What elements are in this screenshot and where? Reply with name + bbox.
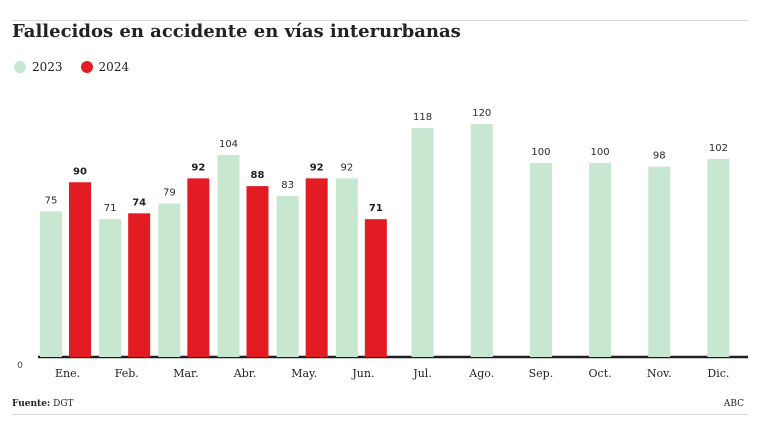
- x-tick-label: Ago.: [468, 367, 494, 380]
- bar-2023: [648, 166, 671, 357]
- bar-2023: [707, 158, 730, 357]
- bar-2024: [364, 219, 387, 357]
- bar-2023: [99, 219, 122, 357]
- data-label-2023: 104: [219, 139, 238, 150]
- y-tick-label: 0: [17, 361, 23, 371]
- bar-2023: [217, 155, 240, 357]
- bar-2023: [589, 162, 612, 357]
- x-tick-label: Oct.: [589, 367, 612, 380]
- data-label-2023: 118: [413, 112, 432, 123]
- brand-name: ABC: [723, 399, 744, 409]
- x-tick-label: Sep.: [529, 367, 554, 380]
- source-note: Fuente: DGT: [12, 399, 74, 409]
- data-label-2023: 71: [104, 203, 117, 214]
- data-label-2023: 98: [653, 151, 666, 162]
- data-label-2023: 75: [45, 195, 58, 206]
- data-label-2023: 100: [531, 147, 550, 158]
- x-tick-label: Jul.: [412, 367, 432, 380]
- x-tick-label: Ene.: [55, 367, 80, 380]
- legend-swatch-2023: [14, 61, 26, 73]
- data-label-2023: 100: [591, 147, 610, 158]
- bar-2023: [411, 127, 434, 357]
- bar-2024: [305, 178, 328, 357]
- legend-item-2024: 2024: [80, 60, 130, 74]
- bar-2023: [276, 195, 299, 357]
- data-label-2024: 92: [191, 162, 205, 173]
- bar-2023: [529, 162, 552, 357]
- bar-2023: [470, 124, 493, 357]
- bar-2024: [246, 186, 269, 357]
- bar-2024: [69, 182, 91, 357]
- data-label-2024: 90: [73, 166, 87, 177]
- legend-label-2024: 2024: [98, 60, 130, 74]
- data-label-2024: 74: [132, 197, 146, 208]
- x-tick-label: Feb.: [115, 367, 139, 380]
- chart-legend: 2023 2024: [14, 60, 129, 74]
- data-label-2024: 71: [369, 203, 383, 214]
- bar-2023: [335, 178, 358, 357]
- bar-2023: [40, 211, 62, 357]
- x-tick-label: Nov.: [647, 367, 672, 380]
- data-label-2023: 102: [709, 143, 728, 154]
- data-label-2024: 88: [251, 170, 265, 181]
- source-value: DGT: [53, 399, 74, 409]
- bar-2023: [158, 203, 181, 357]
- bar-2024: [128, 213, 151, 357]
- legend-label-2023: 2023: [32, 60, 63, 74]
- x-tick-label: Jun.: [351, 367, 374, 380]
- data-label-2023: 83: [281, 180, 294, 191]
- bar-2024: [187, 178, 210, 357]
- x-tick-label: Mar.: [173, 367, 198, 380]
- x-tick-label: Dic.: [707, 367, 729, 380]
- legend-item-2023: 2023: [14, 60, 63, 74]
- data-label-2023: 79: [163, 188, 176, 199]
- bottom-divider: [12, 414, 748, 415]
- top-divider: [12, 20, 748, 21]
- x-tick-label: May.: [291, 367, 317, 380]
- data-label-2023: 92: [340, 162, 353, 173]
- source-label: Fuente:: [12, 399, 51, 409]
- data-label-2024: 92: [310, 162, 324, 173]
- chart-title: Fallecidos en accidente en vías interurb…: [12, 21, 461, 42]
- data-label-2023: 120: [472, 108, 491, 119]
- legend-swatch-2024: [80, 61, 93, 73]
- x-tick-label: Abr.: [233, 367, 257, 380]
